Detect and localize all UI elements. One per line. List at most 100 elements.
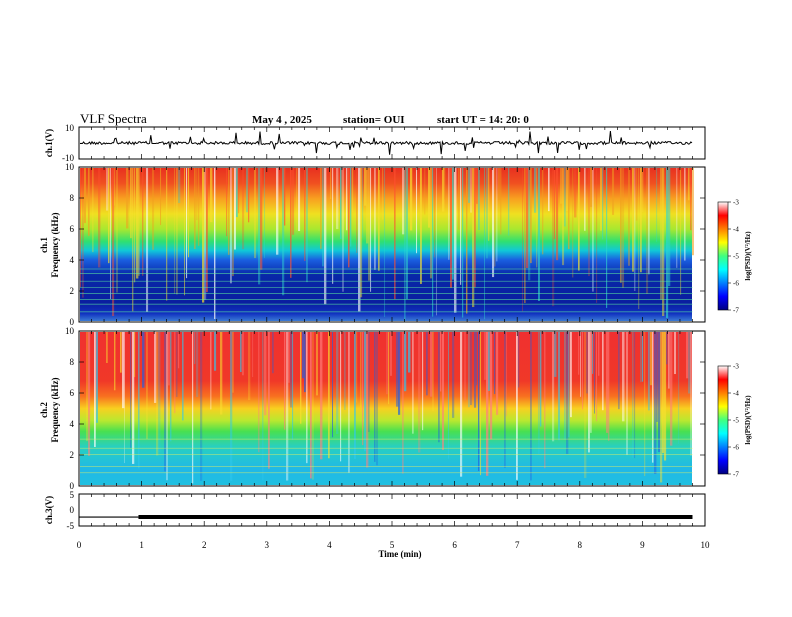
spectral-burst (690, 168, 692, 231)
spectral-burst (332, 168, 334, 284)
spectral-burst (174, 332, 176, 414)
spectral-burst (384, 168, 386, 318)
ch1-waveform-trace (79, 131, 693, 155)
spectral-burst (592, 332, 594, 374)
spectral-burst (688, 332, 691, 394)
spectral-burst (194, 168, 196, 249)
colorbar-tick-label: -5 (733, 253, 739, 261)
spectral-burst (258, 168, 261, 285)
spectral-burst (642, 168, 644, 213)
spectral-burst (538, 168, 540, 301)
spectral-burst (602, 332, 604, 411)
y-tick-label: 2 (70, 450, 75, 460)
spectral-burst (430, 332, 433, 397)
spectral-burst (564, 332, 566, 440)
spectral-burst (496, 168, 498, 262)
spectral-burst (564, 168, 566, 227)
spectral-burst (516, 332, 518, 480)
spectral-burst (476, 168, 478, 204)
spectral-burst (618, 332, 620, 410)
spectral-burst (664, 332, 667, 461)
ch1-spectrogram-yticks: 0 2 4 6 8 10 (65, 162, 705, 327)
spectral-burst (412, 332, 414, 434)
colorbar-tick-label: -6 (733, 280, 739, 288)
spectral-burst (470, 332, 472, 406)
spectral-burst (154, 332, 157, 403)
spectral-burst (658, 332, 661, 453)
time-tick-label: 8 (578, 540, 583, 550)
y-tick-label: 10 (65, 326, 75, 336)
spectral-burst (552, 332, 555, 442)
spectral-burst (226, 168, 228, 237)
spectral-burst (554, 168, 556, 240)
colorbar-tick-label: -3 (733, 199, 739, 207)
spectral-burst (476, 332, 478, 386)
time-tick-label: 4 (327, 540, 332, 550)
spectral-burst (588, 332, 590, 453)
ch1-spectrogram-xticks (78, 167, 706, 322)
spectral-burst (138, 168, 140, 276)
spectral-burst (262, 332, 264, 481)
spectral-burst (300, 332, 302, 424)
spectral-burst (656, 332, 658, 422)
spectral-burst (660, 168, 663, 300)
y-tick-label: 10 (65, 162, 75, 172)
colorbar-tick-label: -7 (733, 471, 739, 479)
spectral-burst (290, 168, 292, 278)
spectral-burst (632, 168, 634, 272)
spectral-burst (120, 332, 122, 373)
spectral-burst (354, 332, 356, 459)
spectral-burst (640, 332, 642, 383)
spectral-burst (596, 168, 598, 303)
spectral-burst (580, 332, 582, 397)
spectral-burst (184, 168, 186, 296)
spectral-burst (168, 332, 170, 386)
colorbar-tick-label: -6 (733, 444, 739, 452)
spectral-burst (498, 168, 500, 201)
spectral-burst (158, 332, 161, 453)
spectral-burst (178, 168, 181, 204)
spectral-burst (460, 168, 462, 285)
time-tick-label: 3 (265, 540, 270, 550)
spectral-burst (590, 332, 592, 433)
spectral-burst (88, 332, 91, 456)
spectral-burst (572, 168, 574, 278)
spectral-burst (146, 168, 149, 312)
ch2-spectrogram-yticks: 0 2 4 6 8 10 (65, 326, 705, 491)
spectral-burst (84, 168, 86, 224)
spectral-burst (374, 168, 376, 270)
spectral-burst (472, 168, 475, 308)
spectral-burst (492, 168, 495, 278)
spectral-burst (460, 332, 463, 477)
spectral-burst (188, 168, 190, 258)
spectral-burst (316, 332, 318, 396)
spectral-burst (346, 168, 348, 231)
spectral-burst (330, 168, 332, 200)
spectral-burst (436, 168, 438, 316)
spectral-burst (116, 168, 119, 293)
spectral-burst (110, 168, 112, 299)
spectral-burst (536, 168, 538, 268)
spectral-burst (332, 332, 334, 438)
spectral-burst (356, 168, 358, 253)
ch1-spectrogram-streaks (80, 168, 694, 321)
spectral-burst (628, 168, 630, 266)
spectral-burst (130, 332, 132, 449)
spectral-burst (348, 332, 350, 473)
spectral-burst (526, 168, 529, 268)
spectral-burst (366, 332, 369, 468)
spectral-burst (296, 168, 298, 231)
colorbar-tick-label: -4 (733, 226, 739, 234)
spectral-burst (486, 168, 488, 259)
spectral-burst (146, 332, 148, 439)
spectral-burst (588, 168, 590, 277)
spectral-burst (602, 168, 604, 240)
spectral-burst (178, 332, 180, 369)
spectral-burst (530, 168, 532, 264)
spectral-burst (430, 168, 433, 279)
spectral-burst (640, 168, 642, 273)
spectral-burst (312, 332, 314, 480)
